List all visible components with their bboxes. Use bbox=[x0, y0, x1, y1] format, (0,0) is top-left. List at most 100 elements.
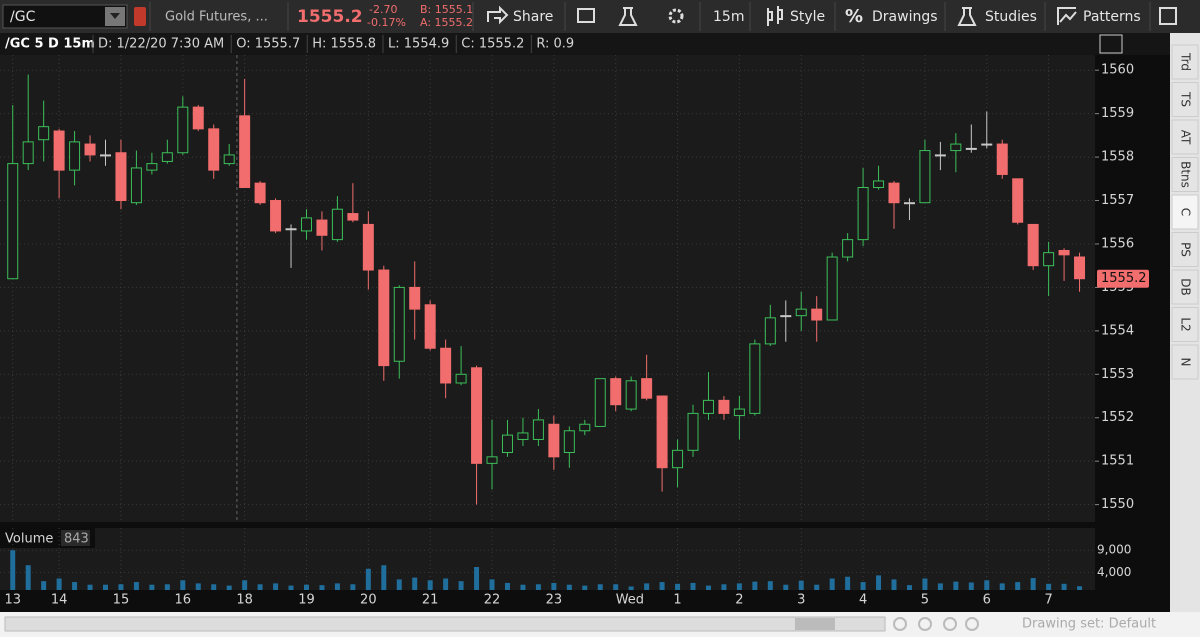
candle-body bbox=[84, 143, 96, 156]
side-tab[interactable] bbox=[1171, 82, 1199, 117]
candle-body bbox=[270, 200, 282, 232]
flask-icon[interactable] bbox=[618, 7, 638, 26]
candle-body bbox=[857, 186, 869, 241]
side-tab-label: N bbox=[1179, 358, 1193, 367]
candle-body bbox=[842, 239, 854, 258]
candle-body bbox=[223, 154, 235, 165]
volume-bar bbox=[288, 585, 294, 590]
header-bar bbox=[0, 33, 1170, 55]
side-tab-label: TS bbox=[1179, 91, 1193, 107]
side-tab[interactable] bbox=[1171, 344, 1199, 380]
x-tick-label: 14 bbox=[51, 593, 68, 608]
side-tab[interactable] bbox=[1171, 44, 1199, 80]
x-tick-label: 4 bbox=[859, 593, 867, 608]
side-tab[interactable] bbox=[1171, 232, 1199, 267]
side-tab-label: Btns bbox=[1179, 161, 1193, 188]
style-icon[interactable] bbox=[767, 6, 783, 26]
volume-bar bbox=[504, 582, 510, 590]
ask: A: 1555.2 bbox=[420, 16, 473, 29]
volume-bar bbox=[412, 577, 418, 590]
volume-tick-label: 9,000 bbox=[1097, 543, 1131, 557]
candle-body bbox=[38, 126, 50, 141]
candle-body bbox=[99, 154, 111, 157]
volume-bar bbox=[25, 565, 31, 590]
candle-body bbox=[873, 180, 885, 188]
volume-bar bbox=[1046, 583, 1052, 590]
volume-bar bbox=[443, 578, 449, 590]
volume-bar bbox=[211, 584, 217, 590]
header-item: C: 1555.2 bbox=[461, 37, 524, 52]
volume-panel bbox=[0, 528, 1095, 590]
x-tick-label: 3 bbox=[797, 593, 805, 608]
scale-icon[interactable] bbox=[1099, 34, 1123, 54]
volume-bar bbox=[922, 578, 928, 590]
candle-body bbox=[625, 380, 637, 410]
volume-bar bbox=[1077, 586, 1083, 590]
volume-bar bbox=[87, 584, 93, 590]
volume-bar bbox=[690, 582, 696, 590]
candle-body bbox=[795, 308, 807, 317]
candle-body bbox=[161, 152, 173, 162]
side-tab[interactable] bbox=[1171, 157, 1199, 192]
volume-bar bbox=[721, 584, 727, 590]
candle-body bbox=[1043, 252, 1055, 267]
share[interactable]: Share bbox=[513, 9, 553, 25]
scroll-thumb[interactable] bbox=[795, 618, 835, 630]
x-tick-label: 13 bbox=[4, 593, 21, 608]
volume-bar bbox=[257, 584, 263, 590]
y-tick-label: 1559 bbox=[1101, 106, 1134, 121]
volume-bar bbox=[999, 583, 1005, 590]
candle-body bbox=[981, 143, 993, 146]
volume-bar bbox=[56, 578, 62, 590]
volume-bar bbox=[319, 585, 325, 590]
volume-value-box bbox=[61, 530, 90, 546]
candle-body bbox=[733, 408, 745, 417]
volume-bar bbox=[659, 582, 665, 590]
volume-bar bbox=[906, 585, 912, 590]
patterns[interactable]: Patterns bbox=[1083, 9, 1141, 25]
symbol-box[interactable] bbox=[2, 4, 128, 29]
alert-icon[interactable] bbox=[577, 8, 595, 23]
share-icon[interactable] bbox=[487, 5, 509, 25]
side-tab[interactable] bbox=[1171, 269, 1199, 305]
scrollbar[interactable] bbox=[4, 616, 886, 632]
candle-body bbox=[594, 378, 606, 427]
settings-icon[interactable] bbox=[668, 8, 684, 24]
x-tick-label: 23 bbox=[546, 593, 563, 608]
volume-bar bbox=[102, 584, 108, 590]
candle-body bbox=[393, 286, 405, 362]
volume-bar bbox=[381, 565, 387, 590]
patterns-icon[interactable] bbox=[1057, 7, 1077, 25]
dropdown-arrow bbox=[110, 13, 120, 19]
zoom-icons[interactable] bbox=[893, 617, 979, 631]
drawings-icon[interactable]: % bbox=[845, 6, 863, 27]
candle-body bbox=[378, 269, 390, 367]
candle-body bbox=[950, 143, 962, 152]
side-tab-label: C bbox=[1179, 208, 1193, 216]
last-price: 1555.2 bbox=[297, 7, 363, 27]
candle-body bbox=[69, 141, 81, 171]
side-tab[interactable] bbox=[1171, 307, 1199, 342]
x-tick-label: 18 bbox=[236, 593, 253, 608]
candle-body bbox=[455, 373, 467, 384]
style[interactable]: Style bbox=[790, 9, 825, 25]
volume-bar bbox=[845, 576, 851, 590]
link-icon[interactable] bbox=[134, 7, 146, 26]
side-tab-label: Trd bbox=[1179, 52, 1193, 71]
menu-icon[interactable] bbox=[1159, 7, 1177, 25]
drawings[interactable]: Drawings bbox=[872, 9, 938, 25]
header-item: R: 0.9 bbox=[536, 37, 574, 52]
volume-bar bbox=[675, 583, 681, 590]
side-tab[interactable] bbox=[1171, 194, 1199, 230]
candle-body bbox=[1058, 249, 1070, 256]
y-tick-label: 1554 bbox=[1101, 323, 1134, 338]
change-pct: -0.17% bbox=[367, 16, 406, 29]
candle-body bbox=[610, 378, 622, 406]
studies-icon[interactable] bbox=[957, 7, 977, 26]
volume-bar bbox=[551, 582, 557, 590]
side-tab[interactable] bbox=[1171, 119, 1199, 155]
candle-body bbox=[687, 412, 699, 451]
studies[interactable]: Studies bbox=[985, 9, 1037, 25]
interval[interactable]: 15m bbox=[713, 9, 744, 25]
